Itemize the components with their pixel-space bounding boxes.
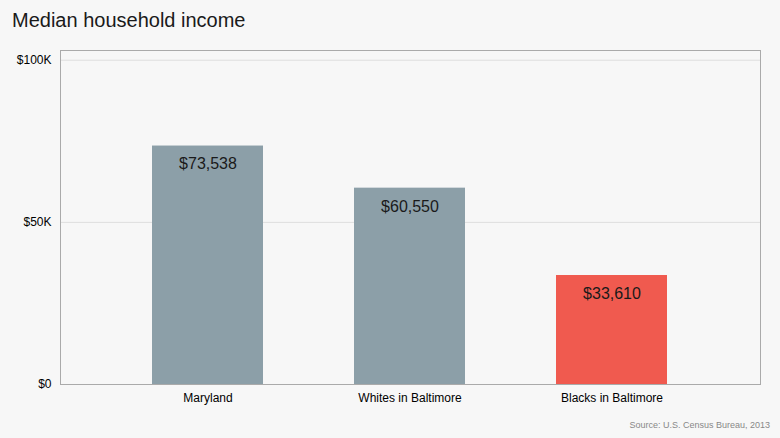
svg-text:Maryland: Maryland (183, 391, 232, 405)
svg-text:$0: $0 (38, 377, 52, 391)
svg-text:Whites in Baltimore: Whites in Baltimore (358, 391, 462, 405)
html-text:Source: U.S. Census Bureau, 20: Source: U.S. Census Bureau, 2013 (629, 420, 770, 430)
svg-text:$60,550: $60,550 (381, 198, 439, 215)
svg-text:$73,538: $73,538 (179, 155, 237, 172)
svg-text:$33,610: $33,610 (583, 285, 641, 302)
svg-text:$100K: $100K (17, 53, 52, 67)
svg-text:Blacks in Baltimore: Blacks in Baltimore (561, 391, 663, 405)
svg-text:$50K: $50K (23, 215, 51, 229)
html-text:Median household income: Median household income (12, 9, 246, 31)
